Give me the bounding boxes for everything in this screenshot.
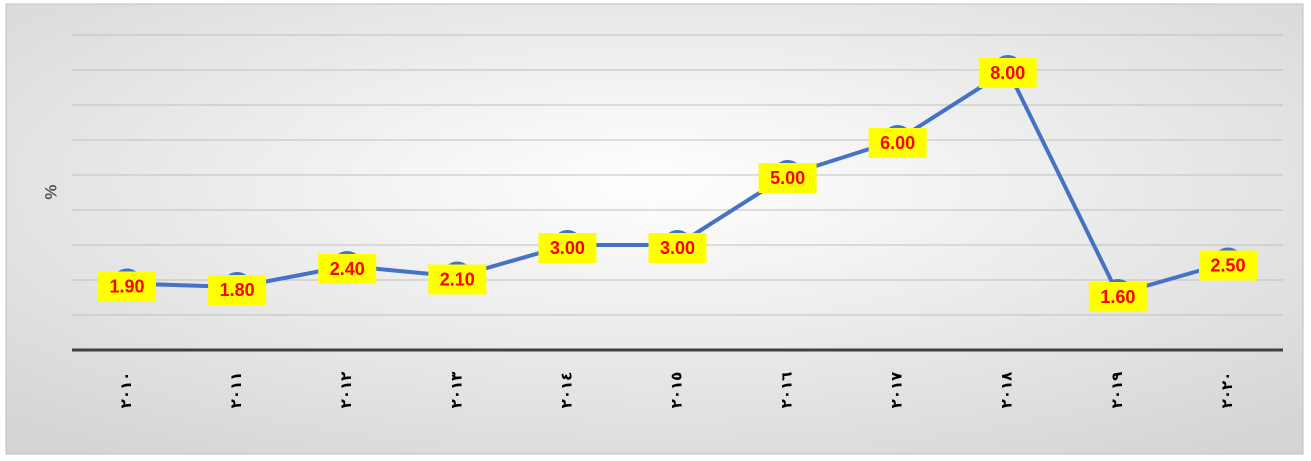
x-tick-label: ٢٠١٣ [448, 372, 465, 409]
x-tick-label: ٢٠١٦ [779, 372, 796, 409]
data-label: 3.00 [660, 238, 695, 258]
data-label: 8.00 [990, 63, 1025, 83]
data-label-box [648, 233, 707, 263]
x-tick-label: ٢٠١١ [228, 372, 245, 409]
data-label: 2.50 [1210, 255, 1245, 275]
data-label-box [1088, 282, 1147, 312]
data-label: 5.00 [770, 168, 805, 188]
data-label: 3.00 [550, 238, 585, 258]
data-label-box [208, 275, 267, 305]
data-label-box [428, 264, 487, 295]
x-tick-label: ٢٠١٢ [338, 372, 355, 409]
x-tick-label: ٢٠١٠ [118, 372, 135, 409]
data-label-box [318, 254, 377, 284]
data-label: 1.60 [1100, 287, 1135, 307]
data-label-box [98, 271, 157, 302]
data-label-box [538, 233, 597, 263]
data-label: 2.10 [440, 269, 475, 289]
x-tick-label: ٢٠١٤ [558, 372, 575, 409]
x-tick-label: ٢٠١٨ [999, 372, 1016, 409]
y-axis-label: % [41, 184, 60, 199]
data-label-box [758, 163, 817, 193]
data-label: 1.90 [110, 276, 145, 296]
x-tick-label: ٢٠١٥ [668, 372, 685, 409]
data-label: 2.40 [330, 259, 365, 279]
data-label: 1.80 [220, 280, 255, 300]
data-label-box [1198, 250, 1257, 281]
data-label: 6.00 [880, 133, 915, 153]
data-label-box [978, 58, 1037, 88]
data-label-box [868, 128, 927, 158]
x-tick-label: ٢٠١٩ [1109, 372, 1126, 409]
x-tick-label: ٢٠٢٠ [1219, 372, 1236, 409]
x-tick-label: ٢٠١٧ [889, 372, 906, 409]
